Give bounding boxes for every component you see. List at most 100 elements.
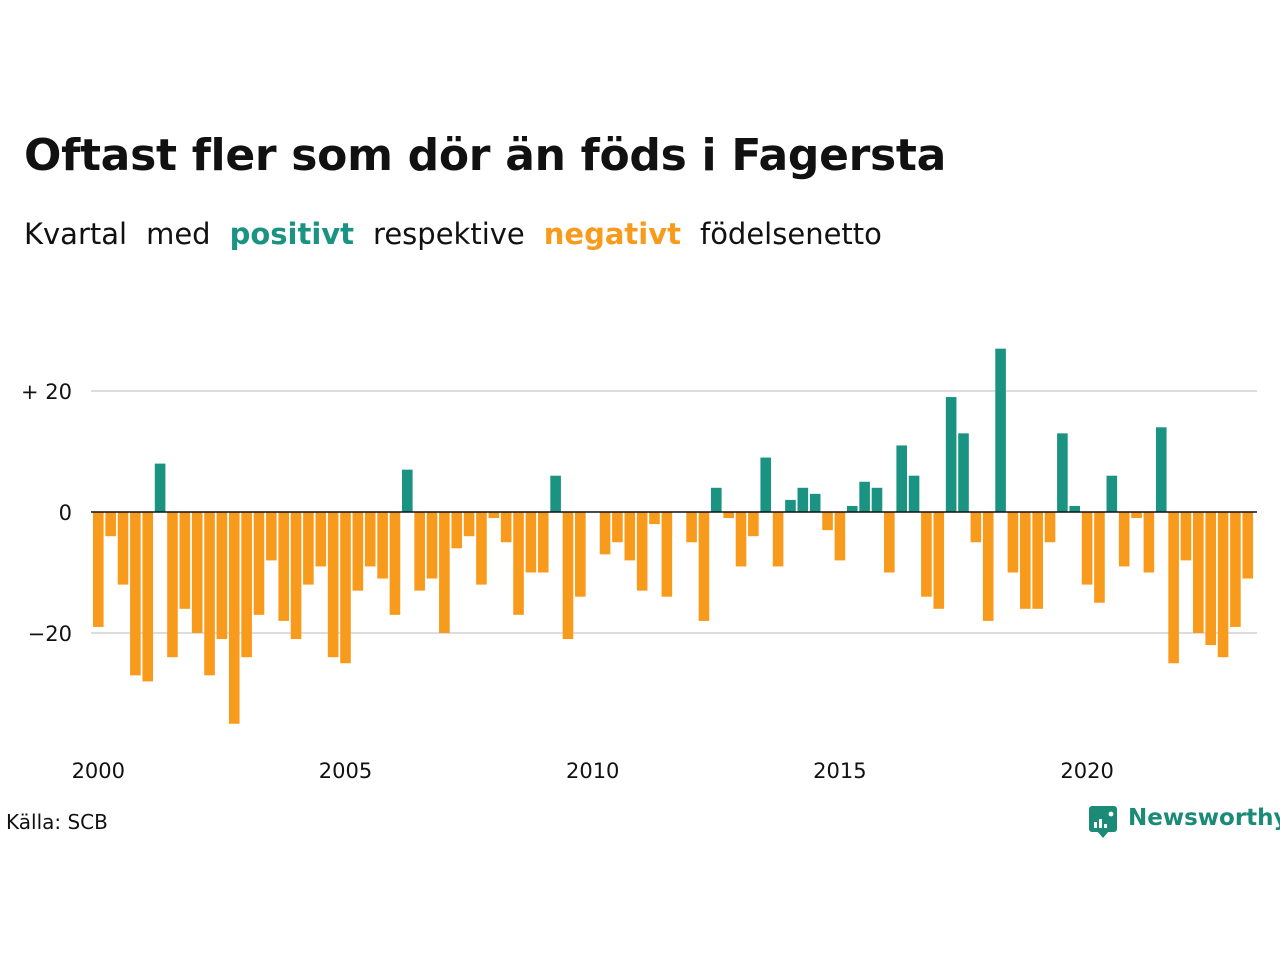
y-tick-label: −20 (28, 622, 72, 646)
bar (537, 512, 549, 573)
bar (402, 469, 413, 512)
bar (93, 512, 104, 627)
bar (1205, 512, 1216, 646)
bar (809, 493, 821, 512)
bar (1032, 512, 1043, 609)
bar (1180, 512, 1192, 561)
bar (451, 512, 463, 549)
bar (1217, 512, 1229, 658)
bar (191, 512, 203, 633)
bar (327, 512, 339, 658)
bar (846, 505, 858, 512)
bar (636, 512, 648, 591)
bar (748, 512, 759, 537)
gridlines (91, 390, 1257, 634)
y-tick-label: + 20 (21, 380, 72, 404)
bar (562, 512, 574, 640)
bar (476, 512, 487, 585)
bar (884, 512, 895, 573)
source-note: Källa: SCB (6, 810, 108, 834)
bar (1143, 512, 1155, 573)
bar (958, 433, 969, 512)
bar (500, 512, 512, 543)
bar (785, 499, 796, 512)
bar (303, 512, 314, 585)
bar (426, 512, 438, 579)
bar (921, 512, 932, 597)
bar (389, 512, 401, 615)
bar (513, 512, 524, 615)
bar (1057, 433, 1068, 512)
axes: + 20 0 −20 2000 2005 2010 2015 2020 (21, 380, 1257, 783)
bar (117, 512, 129, 585)
bar (105, 512, 116, 537)
x-tick-label: 2010 (566, 759, 619, 783)
bar (439, 512, 450, 633)
bar (822, 512, 833, 531)
brand-name: Newsworthy (1128, 805, 1280, 831)
bar (649, 512, 660, 525)
bar (612, 512, 623, 543)
bar (599, 512, 611, 555)
bar (698, 512, 710, 621)
bar (204, 512, 215, 676)
bar (711, 487, 722, 512)
subtitle-part-4: negativt (543, 217, 681, 251)
bar (463, 512, 475, 537)
bar (772, 512, 784, 567)
bar (488, 512, 500, 519)
bar (364, 512, 376, 567)
bar (1069, 505, 1081, 512)
bar (1155, 427, 1167, 512)
subtitle-part-1: med (146, 217, 211, 251)
x-tick-label: 2015 (813, 759, 866, 783)
bar (1094, 512, 1105, 603)
bar (228, 512, 240, 724)
bars (93, 348, 1254, 724)
bar (982, 512, 994, 621)
bar (995, 348, 1006, 512)
bar (661, 512, 673, 597)
subtitle-part-3: respektive (373, 217, 525, 251)
bar (859, 481, 870, 512)
bar (834, 512, 846, 561)
bar (154, 463, 166, 512)
bar (933, 512, 945, 609)
bar (797, 487, 809, 512)
bar (130, 512, 141, 676)
bar (945, 397, 957, 512)
bar (290, 512, 302, 640)
bar (167, 512, 178, 658)
bar (1242, 512, 1254, 579)
bar (908, 475, 920, 512)
bar (871, 487, 883, 512)
bar (896, 445, 907, 512)
bar (686, 512, 697, 543)
newsworthy-logo-icon (1089, 806, 1117, 838)
bar (525, 512, 537, 573)
subtitle-part-2: positivt (229, 217, 355, 251)
bar (760, 457, 772, 512)
bar (1193, 512, 1204, 633)
bar (216, 512, 228, 640)
bar (414, 512, 425, 591)
bar (550, 475, 561, 512)
bar (179, 512, 191, 609)
bar (735, 512, 747, 567)
bar (1044, 512, 1056, 543)
bar (1230, 512, 1241, 627)
bar (352, 512, 364, 591)
bar (970, 512, 982, 543)
bar (278, 512, 289, 621)
bar (624, 512, 636, 561)
bar (266, 512, 277, 561)
bar (340, 512, 351, 664)
x-tick-label: 2020 (1060, 759, 1113, 783)
bar (575, 512, 586, 597)
bar (315, 512, 327, 567)
bar (142, 512, 154, 682)
bar (1131, 512, 1142, 519)
y-tick-label: 0 (59, 501, 72, 525)
x-tick-label: 2005 (319, 759, 372, 783)
bar (1168, 512, 1179, 664)
